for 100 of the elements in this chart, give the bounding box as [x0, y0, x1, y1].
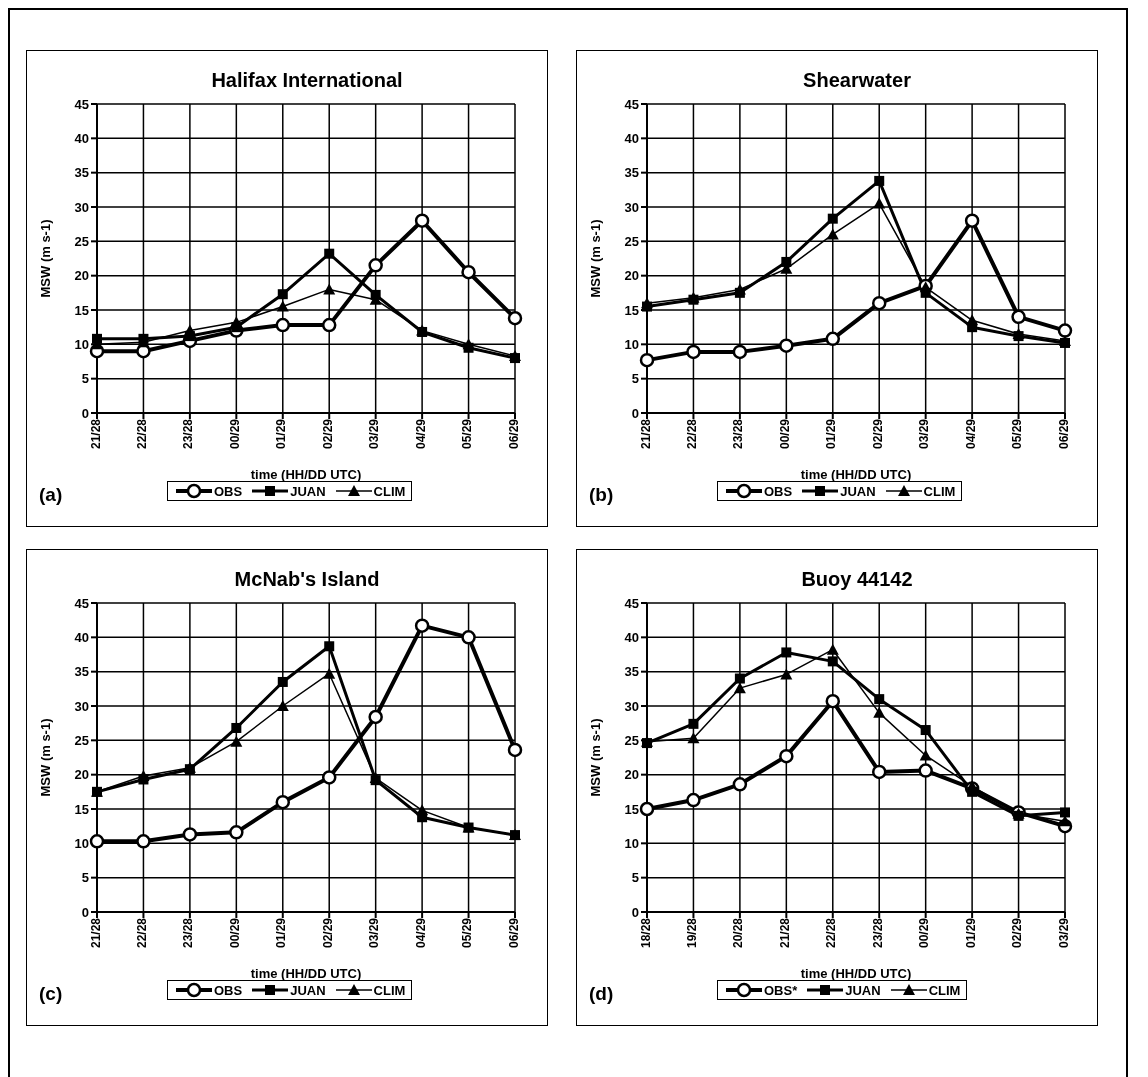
x-tick-label: 00/29 — [227, 418, 242, 450]
y-axis-title: MSW (m s-1) — [37, 718, 53, 797]
text: (b) — [589, 484, 614, 506]
y-tick-label: 20 — [74, 767, 89, 783]
x-axis-title: time (HH/DD UTC) — [800, 966, 912, 981]
chart-title: Buoy 44142 — [800, 568, 914, 591]
legend-label: CLIM — [373, 483, 406, 499]
x-axis-title: time (HH/DD UTC) — [800, 467, 912, 482]
y-tick-label: 20 — [624, 268, 639, 284]
x-tick-label: 02/29 — [320, 917, 335, 949]
y-tick-label: 10 — [74, 336, 89, 352]
y-tick-label: 20 — [74, 268, 89, 284]
y-tick-label: 45 — [624, 595, 639, 611]
x-tick-label: 21/28 — [88, 917, 103, 949]
y-tick-label: 5 — [631, 371, 639, 387]
y-tick-label: 35 — [74, 165, 89, 181]
x-tick-label: 06/29 — [506, 917, 521, 949]
y-tick-label: 30 — [74, 199, 89, 215]
y-axis-title: MSW (m s-1) — [37, 219, 53, 298]
x-tick-label: 22/28 — [824, 917, 839, 949]
x-tick-label: 18/28 — [638, 917, 653, 949]
y-tick-label: 5 — [631, 870, 639, 886]
x-tick-label: 04/29 — [963, 418, 978, 450]
y-tick-label: 5 — [81, 371, 89, 387]
x-tick-label: 03/29 — [367, 917, 382, 949]
text: (c) — [39, 983, 63, 1005]
y-tick-label: 25 — [624, 732, 639, 748]
x-tick-label: 22/28 — [134, 418, 149, 450]
legend-label: JUAN — [845, 982, 881, 998]
x-tick-label: 20/28 — [731, 917, 746, 949]
x-tick-label: 03/29 — [917, 418, 932, 450]
x-tick-label: 05/29 — [460, 418, 475, 450]
x-tick-label: 06/29 — [506, 418, 521, 450]
x-axis-title: time (HH/DD UTC) — [250, 467, 362, 482]
x-tick-label: 01/29 — [274, 418, 289, 450]
legend-label: JUAN — [290, 982, 326, 998]
y-tick-label: 15 — [624, 302, 639, 318]
x-tick-label: 06/29 — [1056, 418, 1071, 450]
y-tick-label: 30 — [624, 199, 639, 215]
x-tick-label: 00/29 — [917, 917, 932, 949]
legend-label: CLIM — [373, 982, 406, 998]
x-tick-label: 23/28 — [731, 418, 746, 450]
y-tick-label: 35 — [74, 664, 89, 680]
y-tick-label: 30 — [74, 698, 89, 714]
y-tick-label: 0 — [631, 405, 639, 421]
x-tick-label: 02/29 — [870, 418, 885, 450]
y-tick-label: 45 — [74, 96, 89, 112]
legend-label: OBS — [764, 483, 793, 499]
y-tick-label: 35 — [624, 165, 639, 181]
y-tick-label: 0 — [81, 904, 89, 920]
legend-label: CLIM — [928, 982, 961, 998]
x-tick-label: 01/29 — [963, 917, 978, 949]
chart-title: Shearwater — [802, 69, 912, 92]
x-tick-label: 00/29 — [227, 917, 242, 949]
chart-title: McNab's Island — [233, 568, 381, 591]
legend-label: JUAN — [840, 483, 876, 499]
y-tick-label: 40 — [624, 629, 639, 645]
y-tick-label: 15 — [74, 302, 89, 318]
x-tick-label: 02/29 — [320, 418, 335, 450]
y-tick-label: 25 — [74, 233, 89, 249]
legend-label: JUAN — [290, 483, 326, 499]
text: (a) — [39, 484, 63, 506]
y-tick-label: 10 — [624, 835, 639, 851]
x-tick-label: 05/29 — [1010, 418, 1025, 450]
y-tick-label: 25 — [74, 732, 89, 748]
y-tick-label: 30 — [624, 698, 639, 714]
y-tick-label: 5 — [81, 870, 89, 886]
legend-label: OBS* — [764, 982, 798, 998]
x-tick-label: 01/29 — [274, 917, 289, 949]
y-tick-label: 45 — [74, 595, 89, 611]
text: (d) — [589, 983, 614, 1005]
x-tick-label: 22/28 — [684, 418, 699, 450]
legend-label: CLIM — [923, 483, 956, 499]
x-tick-label: 21/28 — [88, 418, 103, 450]
x-tick-label: 02/29 — [1010, 917, 1025, 949]
y-axis-title: MSW (m s-1) — [587, 219, 603, 298]
y-tick-label: 40 — [624, 130, 639, 146]
y-tick-label: 15 — [74, 801, 89, 817]
x-tick-label: 05/29 — [460, 917, 475, 949]
y-tick-label: 45 — [624, 96, 639, 112]
chart-title: Halifax International — [210, 69, 404, 92]
y-axis-title: MSW (m s-1) — [587, 718, 603, 797]
y-tick-label: 35 — [624, 664, 639, 680]
y-tick-label: 0 — [631, 904, 639, 920]
x-tick-label: 03/29 — [1056, 917, 1071, 949]
y-tick-label: 40 — [74, 130, 89, 146]
x-tick-label: 04/29 — [413, 418, 428, 450]
x-tick-label: 03/29 — [367, 418, 382, 450]
x-tick-label: 23/28 — [181, 917, 196, 949]
x-tick-label: 22/28 — [134, 917, 149, 949]
x-tick-label: 23/28 — [870, 917, 885, 949]
y-tick-label: 20 — [624, 767, 639, 783]
x-tick-label: 00/29 — [777, 418, 792, 450]
y-tick-label: 40 — [74, 629, 89, 645]
x-tick-label: 01/29 — [824, 418, 839, 450]
x-tick-label: 19/28 — [684, 917, 699, 949]
x-tick-label: 04/29 — [413, 917, 428, 949]
x-axis-title: time (HH/DD UTC) — [250, 966, 362, 981]
y-tick-label: 25 — [624, 233, 639, 249]
y-tick-label: 10 — [74, 835, 89, 851]
